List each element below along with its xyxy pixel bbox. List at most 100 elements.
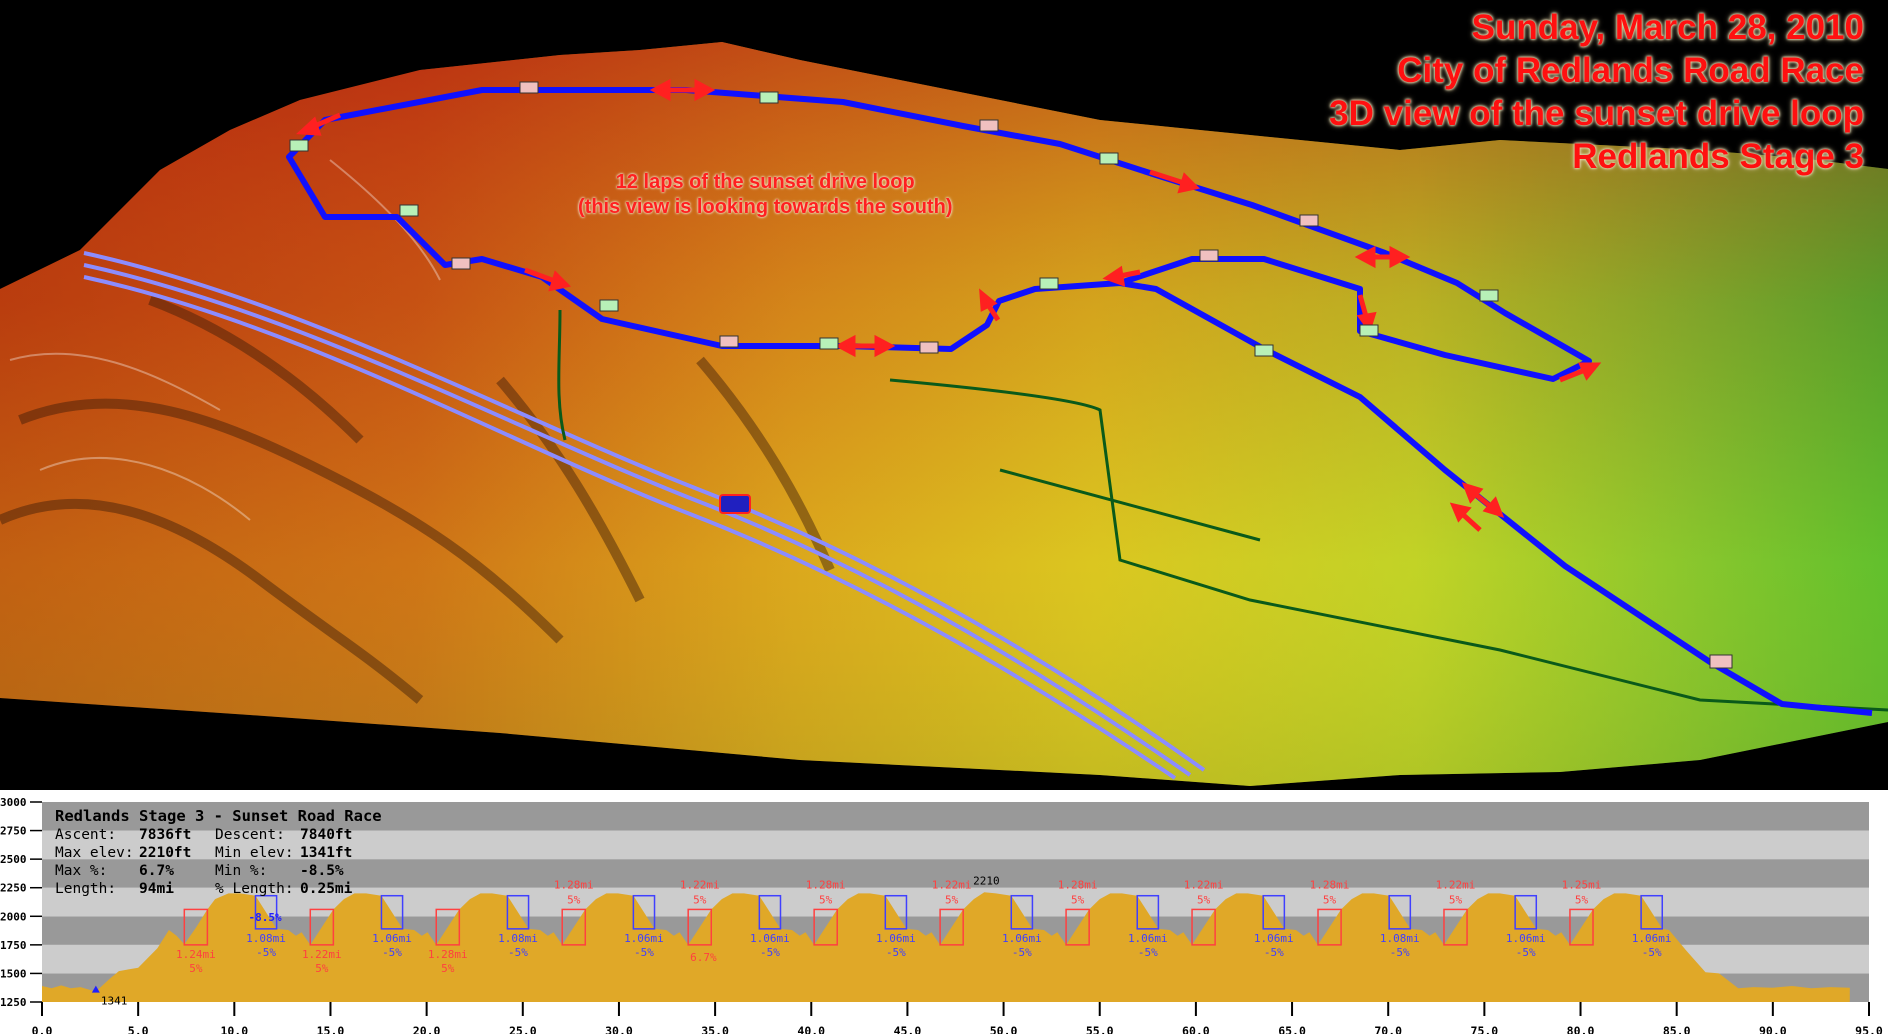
stats-row-elev: Max elev: 2210ft Min elev: 1341ft [55,844,382,862]
pct-length-label: % Length: [215,881,294,897]
y-tick-label: 2500 [0,853,27,866]
climb-distance-label: 1.22mi [680,878,720,891]
x-tick-label: 85.0 [1663,1024,1691,1034]
min-elevation-marker [91,985,100,993]
climb-box [1191,908,1216,946]
y-tick-label: 1500 [0,967,27,980]
profile-title: Redlands Stage 3 - Sunset Road Race [55,807,382,825]
x-tick-label: 30.0 [605,1024,633,1034]
pct-length-value: 0.25mi [300,881,353,897]
direction-arrows [295,78,1602,532]
descent-box [758,894,782,930]
y-tick-label: 2000 [0,910,27,923]
min-grade-label: Min %: [215,863,268,879]
climb-box [1317,908,1342,946]
climb-box [561,908,587,946]
title-stage: Redlands Stage 3 [1572,137,1864,176]
length-value: 94mi [139,881,174,897]
stats-row-length: Length: 94mi % Length: 0.25mi [55,880,382,898]
descent-grade-label: -5% [1012,946,1032,959]
stats-row-grade: Max %: 6.7% Min %: -8.5% [55,862,382,880]
descent-box [1136,894,1160,930]
descent-value: 7840ft [300,827,353,843]
descent-distance-label: 1.06mi [624,932,664,945]
min-elev-value: 1341ft [300,845,353,861]
x-tick-label: 95.0 [1855,1024,1883,1034]
descent-grade-label: -5% [760,946,780,959]
descent-distance-label: 1.06mi [876,932,916,945]
x-tick-label: 25.0 [509,1024,537,1034]
descent-distance-label: 1.06mi [1632,932,1672,945]
descent-label: Descent: [215,827,285,843]
climb-distance-label: 1.24mi [176,948,216,961]
x-tick-label: 40.0 [797,1024,825,1034]
climb-distance-label: 1.28mi [428,948,468,961]
x-tick-label: 10.0 [220,1024,248,1034]
stats-row-ascent: Ascent: 7836ft Descent: 7840ft [55,826,382,844]
descent-grade-label: -5% [1264,946,1284,959]
descent-distance-label: 1.06mi [1506,932,1546,945]
climb-box [1569,908,1594,946]
x-tick-label: 35.0 [701,1024,729,1034]
descent-grade-label: -5% [1390,946,1410,959]
climb-distance-label: 1.28mi [554,878,594,891]
x-tick-label: 5.0 [128,1024,149,1034]
annotation-laps: 12 laps of the sunset drive loop [615,171,915,193]
descent-distance-label: 1.08mi [1380,932,1420,945]
descent-distance-label: 1.06mi [1254,932,1294,945]
elevation-profile-chart: 1250 1500 1750 2000 2250 2500 2750 3000 0.0 5.0 10… [0,796,1883,1034]
max-elevation-label: 2210 [973,874,1000,887]
climb-grade-label: 5% [1197,893,1211,906]
title-date: Sunday, March 28, 2010 [1471,8,1864,47]
x-tick-label: 45.0 [894,1024,922,1034]
climb-grade-label: 5% [1323,893,1337,906]
climb-grade-label: 5% [567,893,581,906]
length-label: Length: [55,881,117,897]
descent-distance-label: 1.08mi [246,932,286,945]
max-elev-value: 2210ft [139,845,192,861]
climb-box [687,908,713,946]
descent-grade-label: -5% [1642,946,1662,959]
descent-grade-label: -5% [508,946,528,959]
ascent-value: 7836ft [139,827,192,843]
x-tick-label: 65.0 [1278,1024,1306,1034]
y-tick-label: 1750 [0,939,27,952]
grid-band [42,830,1869,860]
climb-box [183,908,209,946]
descent-box [1262,894,1286,930]
descent-box [884,894,908,930]
max-grade-value: 6.7% [139,863,174,879]
max-grade-label: Max %: [55,863,108,879]
descent-distance-label: 1.06mi [1002,932,1042,945]
climb-distance-label: 1.28mi [1310,878,1350,891]
x-tick-label: 20.0 [413,1024,441,1034]
elevation-area [42,892,1850,1002]
x-tick-label: 70.0 [1374,1024,1402,1034]
descent-box [254,894,278,930]
climb-distance-label: 1.28mi [1058,878,1098,891]
climb-box [939,908,964,946]
climb-box [1065,908,1090,946]
climb-distance-label: 1.22mi [1184,878,1224,891]
climb-grade-label: 5% [819,893,833,906]
x-tick-label: 55.0 [1086,1024,1114,1034]
descent-box [380,894,404,930]
y-tick-label: 1250 [0,996,27,1009]
descent-box [1388,894,1412,930]
terrain-ridges [0,295,835,704]
title-race: City of Redlands Road Race [1397,51,1864,90]
climb-grade-label: 5% [1449,893,1463,906]
climb-box [1443,908,1468,946]
boundary-lines [557,309,1888,712]
y-tick-label: 2750 [0,825,27,838]
descent-distance-label: 1.06mi [750,932,790,945]
min-elev-label: Min elev: [215,845,294,861]
descent-distance-label: 1.06mi [1128,932,1168,945]
title-view: 3D view of the sunset drive loop [1329,94,1864,133]
map-annotation: 12 laps of the sunset drive loop (this v… [578,170,952,220]
descent-grade-label: -5% [1138,946,1158,959]
terrain-3d-map [0,42,1888,786]
climb-grade-label: 5% [693,893,707,906]
climb-grade-label: 5% [1575,893,1589,906]
descent-box [506,894,530,930]
